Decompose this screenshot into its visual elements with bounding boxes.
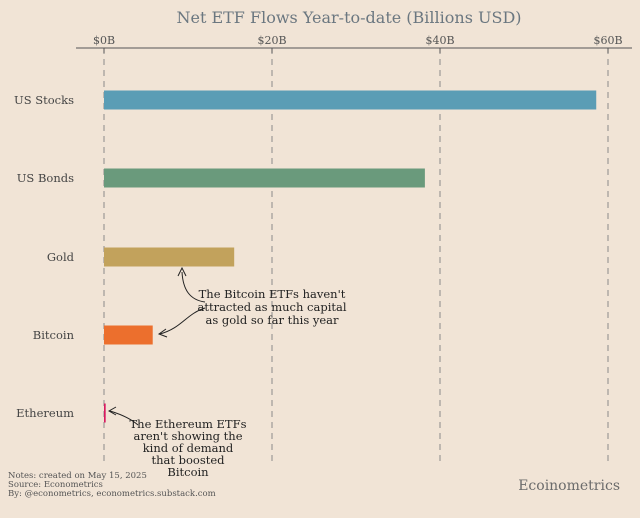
annotation-gold-line-1: The Bitcoin ETFs haven't bbox=[199, 287, 346, 301]
x-tick-label: $0B bbox=[93, 34, 115, 47]
category-label: Bitcoin bbox=[33, 328, 75, 342]
chart-title: Net ETF Flows Year-to-date (Billions USD… bbox=[176, 8, 521, 27]
footer-source: Source: Econometrics bbox=[8, 480, 103, 490]
annotation-eth-line-1: The Ethereum ETFs bbox=[130, 417, 247, 431]
footer-notes: Notes: created on May 15, 2025 bbox=[8, 471, 147, 481]
annotation-arrowhead-gold bbox=[177, 266, 187, 277]
category-label: Gold bbox=[47, 250, 75, 264]
annotation-ethereum: The Ethereum ETFs aren't showing the kin… bbox=[107, 406, 247, 479]
category-label: US Bonds bbox=[17, 171, 74, 185]
annotation-arrow-to-ethereum bbox=[109, 410, 139, 426]
annotation-eth-line-3: kind of demand bbox=[143, 441, 234, 455]
bar-us-stocks bbox=[104, 90, 597, 110]
x-tick-label: $20B bbox=[257, 34, 286, 47]
annotation-eth-line-4: that boosted bbox=[151, 453, 225, 467]
category-label: US Stocks bbox=[14, 93, 74, 107]
annotation-arrowhead-bitcoin bbox=[157, 328, 168, 338]
category-label: Ethereum bbox=[16, 406, 74, 420]
annotation-bitcoin-vs-gold: The Bitcoin ETFs haven't attracted as mu… bbox=[157, 266, 347, 338]
annotation-eth-line-2: aren't showing the bbox=[133, 429, 242, 443]
brand-logo-text: Ecoinometrics bbox=[518, 478, 620, 494]
annotation-gold-line-3: as gold so far this year bbox=[205, 313, 339, 327]
bar-us-bonds bbox=[104, 168, 425, 188]
annotation-arrow-to-bitcoin bbox=[159, 307, 206, 335]
x-tick-label: $40B bbox=[425, 34, 454, 47]
bar-bitcoin bbox=[104, 325, 153, 345]
annotation-arrow-to-gold bbox=[181, 271, 206, 303]
annotation-gold-line-2: attracted as much capital bbox=[197, 300, 346, 314]
annotation-arrowhead-ethereum bbox=[107, 406, 117, 416]
footer-by: By: @econometrics, econometrics.substack… bbox=[8, 489, 216, 499]
bar-ethereum bbox=[104, 403, 106, 423]
x-tick-label: $60B bbox=[593, 34, 622, 47]
annotation-eth-line-5: Bitcoin bbox=[167, 465, 209, 479]
bar-gold bbox=[104, 247, 235, 267]
